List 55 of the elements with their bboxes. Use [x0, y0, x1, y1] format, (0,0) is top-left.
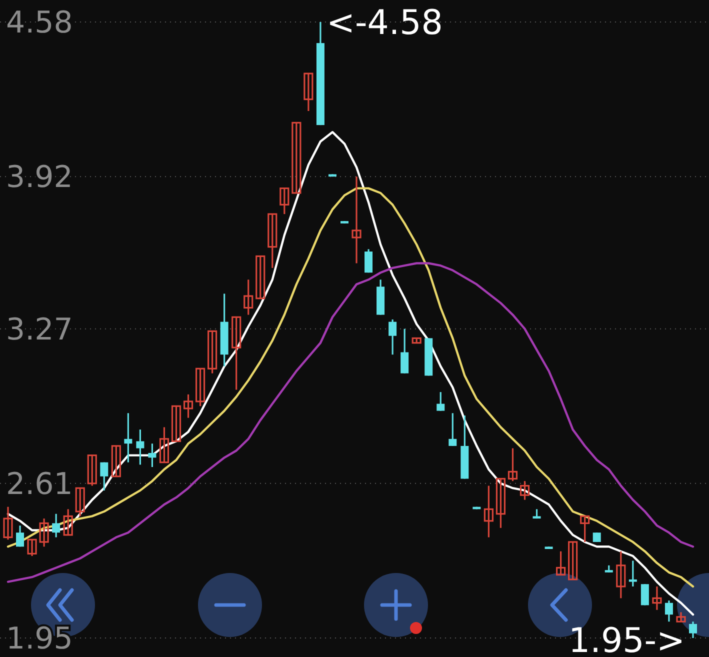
candlestick	[484, 484, 494, 538]
candlestick	[159, 426, 170, 464]
candlestick	[75, 487, 85, 518]
candlestick	[292, 122, 302, 194]
candlestick	[496, 478, 506, 529]
candlestick	[664, 600, 673, 622]
candlestick	[400, 328, 409, 374]
line-series	[6, 187, 694, 588]
annotation: 1.95->	[568, 621, 685, 657]
candlestick	[388, 318, 397, 356]
y-tick-label: 4.58	[6, 6, 73, 40]
candlestick	[592, 532, 601, 543]
candlestick	[52, 513, 60, 538]
candlestick	[628, 560, 637, 588]
line-series	[6, 262, 694, 583]
candlestick	[100, 462, 108, 492]
candlestick	[580, 515, 590, 543]
y-tick-label: 1.95	[6, 622, 73, 656]
candlestick	[124, 412, 132, 464]
candlestick	[652, 586, 662, 611]
y-tick-label: 3.92	[6, 160, 73, 196]
candlestick	[676, 611, 686, 622]
line-series	[6, 130, 694, 616]
candlestick	[148, 442, 156, 468]
candlestick	[208, 330, 218, 374]
candlestick	[364, 248, 373, 274]
candlestick	[111, 445, 121, 478]
candlestick	[136, 428, 144, 466]
candlestick	[448, 412, 457, 447]
candlestick	[63, 508, 73, 536]
candlestick	[556, 550, 566, 576]
candlestick	[39, 518, 49, 548]
candlestick	[171, 405, 182, 442]
candlestick	[16, 524, 24, 548]
candlestick	[352, 176, 362, 264]
candlestick	[244, 278, 254, 316]
y-tick-label: 2.61	[6, 466, 73, 502]
candlestick	[640, 583, 649, 606]
candlestick	[616, 550, 626, 599]
y-tick-label: 3.27	[6, 312, 73, 348]
candlestick	[183, 394, 194, 419]
candlestick	[508, 447, 518, 482]
candlestick	[304, 72, 314, 112]
candlestick	[436, 391, 445, 412]
candlestick	[520, 480, 530, 501]
candlestick	[87, 454, 97, 487]
candlestick	[268, 213, 278, 269]
annotation: <-4.58	[326, 3, 443, 43]
candlestick	[27, 538, 37, 557]
candlestick	[280, 187, 290, 215]
candlestick	[232, 316, 242, 391]
candlestick	[195, 368, 206, 407]
candlestick	[568, 541, 578, 580]
candlestick	[3, 506, 13, 540]
candlestick	[256, 255, 266, 300]
